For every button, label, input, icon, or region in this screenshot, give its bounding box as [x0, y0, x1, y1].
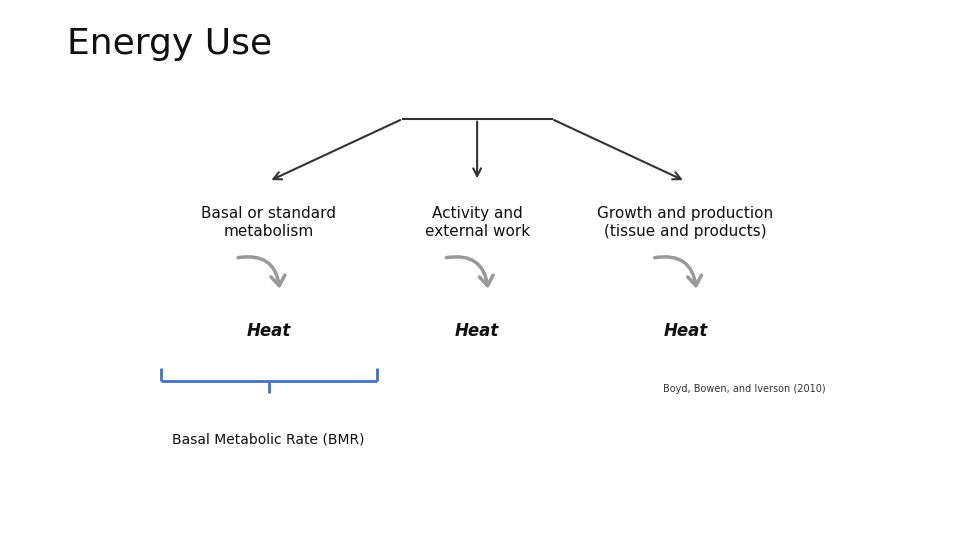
Text: Heat: Heat [455, 322, 499, 340]
Text: Heat: Heat [247, 322, 291, 340]
Text: Basal Metabolic Rate (BMR): Basal Metabolic Rate (BMR) [172, 432, 365, 446]
Text: Boyd, Bowen, and Iverson (2010): Boyd, Bowen, and Iverson (2010) [663, 384, 826, 394]
Text: Energy Use: Energy Use [67, 27, 273, 61]
FancyArrowPatch shape [655, 257, 702, 286]
Text: Heat: Heat [663, 322, 708, 340]
Text: Growth and production
(tissue and products): Growth and production (tissue and produc… [597, 206, 774, 239]
Text: Activity and
external work: Activity and external work [424, 206, 530, 239]
FancyArrowPatch shape [238, 257, 285, 286]
FancyArrowPatch shape [446, 257, 493, 286]
Text: Basal or standard
metabolism: Basal or standard metabolism [202, 206, 336, 239]
